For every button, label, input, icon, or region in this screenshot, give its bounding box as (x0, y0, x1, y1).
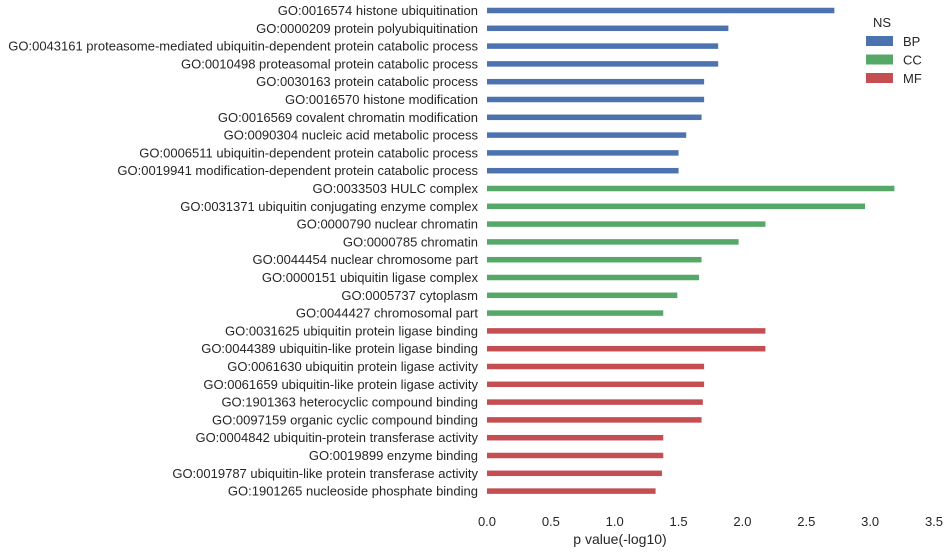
category-label: GO:1901265 nucleoside phosphate binding (228, 484, 478, 499)
bar-mf (487, 345, 766, 352)
category-label: GO:0000209 protein polyubiquitination (256, 21, 478, 36)
category-label: GO:0019899 enzyme binding (309, 448, 478, 463)
category-label: GO:0061630 ubiquitin protein ligase acti… (227, 359, 478, 374)
bar-mf (487, 399, 703, 405)
category-label: GO:0004842 ubiquitin-protein transferase… (195, 430, 478, 445)
bar-bp (487, 150, 679, 156)
x-tick-label: 3.0 (861, 514, 879, 529)
category-labels: GO:0016574 histone ubiquitination GO:0000… (8, 3, 478, 499)
category-label: GO:0019787 ubiquitin-like protein transf… (172, 466, 478, 481)
bar-bp (487, 25, 729, 32)
category-label: GO:0044389 ubiquitin-like protein ligase… (201, 341, 478, 356)
category-label: GO:0031371 ubiquitin conjugating enzyme … (180, 199, 478, 214)
x-tick-label: 3.5 (925, 514, 943, 529)
bar-mf (487, 328, 766, 334)
legend-title: NS (873, 15, 891, 30)
bar-bp (487, 78, 705, 85)
legend-swatch-mf (866, 73, 893, 83)
x-tick-label: 2.5 (797, 514, 815, 529)
category-label: GO:0061659 ubiquitin-like protein ligase… (203, 377, 478, 392)
legend-swatch-cc (866, 54, 893, 65)
x-tick-label: 0.0 (478, 514, 496, 529)
category-label: GO:1901363 heterocyclic compound binding (221, 395, 478, 410)
bar-mf (487, 381, 705, 388)
category-label: GO:0005737 cytoplasm (341, 288, 478, 303)
bar-mf (487, 470, 662, 477)
category-label: GO:0090304 nucleic acid metabolic proces… (224, 128, 479, 143)
legend-label-mf: MF (903, 71, 922, 86)
category-label: GO:0019941 modification-dependent protei… (117, 163, 478, 178)
bar-cc (487, 185, 895, 192)
category-label: GO:0097159 organic cyclic compound bindi… (212, 412, 478, 427)
x-axis-title: p value(-log10) (573, 531, 666, 547)
legend-swatch-bp (866, 36, 893, 46)
category-label: GO:0043161 proteasome-mediated ubiquitin… (8, 39, 478, 54)
category-label: GO:0016570 histone modification (285, 92, 478, 107)
category-label: GO:0000151 ubiquitin ligase complex (262, 270, 479, 285)
bars-layer (487, 7, 895, 494)
legend-label-bp: BP (903, 34, 920, 49)
category-label: GO:0006511 ubiquitin-dependent protein c… (139, 145, 478, 160)
x-axis-ticks: 0.0 0.5 1.0 1.5 2.0 2.5 3.0 3.5 (478, 514, 943, 529)
x-tick-label: 1.5 (670, 514, 688, 529)
category-label: GO:0016569 covalent chromatin modificati… (218, 110, 478, 125)
bar-cc (487, 274, 700, 281)
x-tick-label: 1.0 (606, 514, 624, 529)
bar-mf (487, 452, 664, 459)
category-label: GO:0000785 chromatin (343, 234, 478, 249)
legend-label-cc: CC (903, 53, 922, 68)
category-label: GO:0033503 HULC complex (313, 181, 479, 196)
bar-cc (487, 221, 766, 227)
bar-bp (487, 114, 702, 121)
bar-mf (487, 417, 702, 423)
category-label: GO:0044427 chromosomal part (296, 306, 478, 321)
category-label: GO:0016574 histone ubiquitination (278, 3, 478, 18)
category-label: GO:0030163 protein catabolic process (256, 74, 478, 89)
bar-cc (487, 203, 866, 210)
x-tick-label: 0.5 (542, 514, 560, 529)
legend: NS BP CC MF (866, 15, 922, 86)
x-tick-label: 2.0 (733, 514, 751, 529)
category-label: GO:0031625 ubiquitin protein ligase bind… (225, 323, 478, 338)
bar-cc (487, 256, 702, 263)
category-label: GO:0044454 nuclear chromosome part (253, 252, 479, 267)
bar-mf (487, 434, 664, 441)
bar-cc (487, 292, 678, 299)
bar-bp (487, 61, 719, 67)
category-label: GO:0010498 proteasomal protein catabolic… (181, 56, 479, 71)
bar-bp (487, 132, 687, 138)
bar-cc (487, 239, 739, 245)
bar-bp (487, 43, 719, 49)
bar-bp (487, 96, 705, 103)
bar-bp (487, 167, 679, 174)
bar-cc (487, 310, 664, 316)
bar-bp (487, 7, 835, 14)
category-label: GO:0000790 nuclear chromatin (297, 217, 478, 232)
bar-mf (487, 363, 705, 370)
bar-mf (487, 488, 656, 494)
